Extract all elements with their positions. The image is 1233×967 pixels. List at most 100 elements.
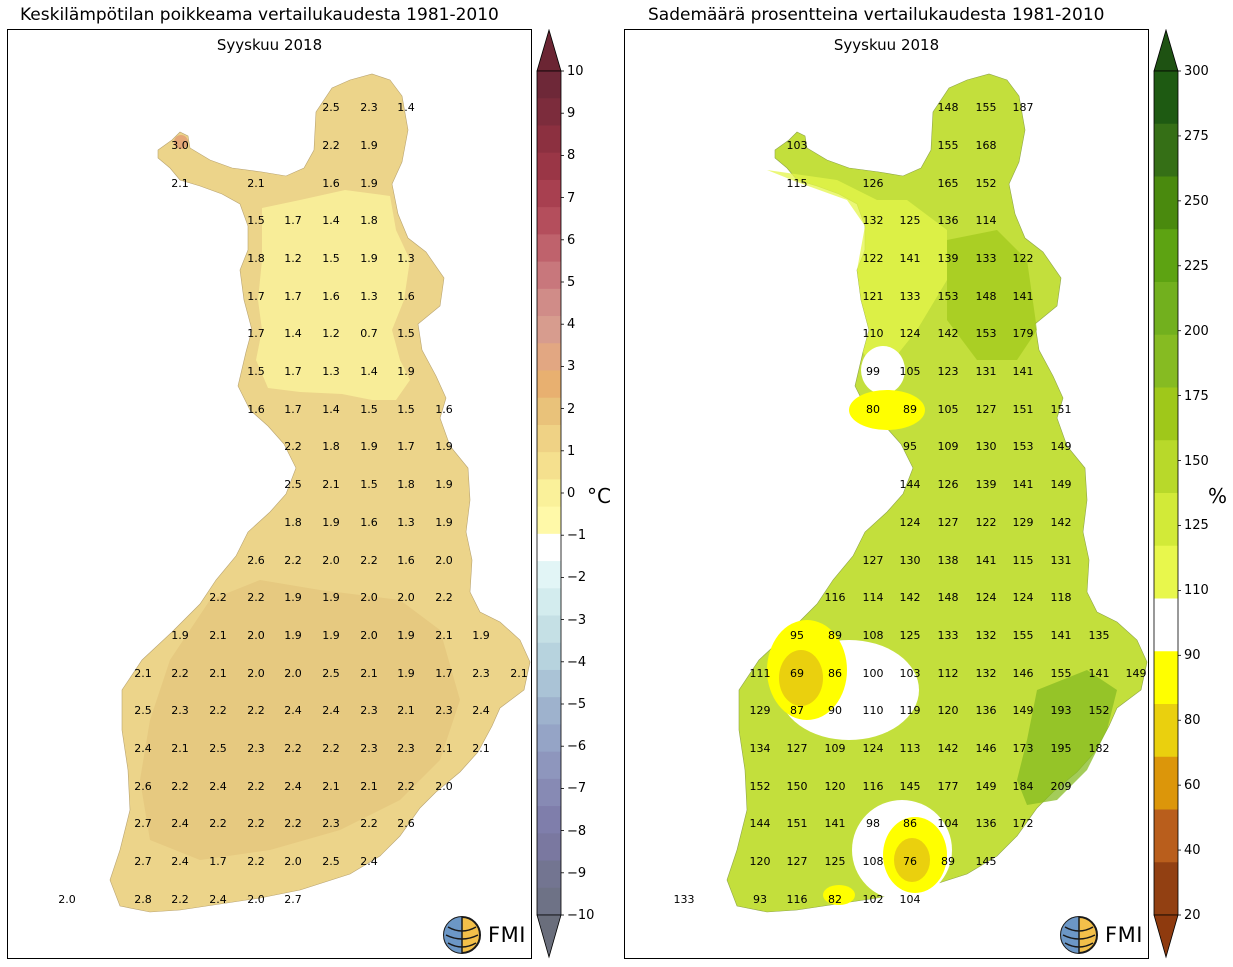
left-colorbar-tick-label: 2: [567, 401, 576, 417]
left-colorbar-segment: [537, 479, 561, 508]
left-station-value: 1.5: [397, 403, 415, 416]
left-station-value: 1.7: [247, 327, 265, 340]
left-colorbar-segment: [537, 887, 561, 916]
left-station-value: 1.8: [284, 516, 302, 529]
right-station-value: 108: [863, 855, 884, 868]
left-station-value: 1.9: [322, 591, 340, 604]
left-station-value: 2.5: [284, 478, 302, 491]
right-colorbar-tick-label: 200: [1184, 323, 1209, 339]
right-station-value: 139: [938, 252, 959, 265]
right-colorbar-tick-label: 225: [1184, 258, 1209, 274]
left-station-value: 1.7: [284, 214, 302, 227]
right-station-value: 133: [900, 290, 921, 303]
left-station-value: 1.9: [397, 365, 415, 378]
left-colorbar-segment: [537, 833, 561, 862]
right-station-value: 132: [976, 667, 997, 680]
warm-spot-north: [174, 135, 188, 149]
fmi-logo-text: FMI: [488, 923, 526, 947]
left-colorbar-min-arrow: [536, 914, 562, 959]
left-colorbar-segment: [537, 370, 561, 399]
left-station-value: 1.6: [435, 403, 453, 416]
left-station-value: 2.1: [209, 667, 227, 680]
right-station-value: 108: [863, 629, 884, 642]
left-station-value: 1.3: [397, 516, 415, 529]
right-station-value: 86: [828, 667, 842, 680]
left-station-value: 1.7: [247, 290, 265, 303]
left-colorbar-segment: [537, 234, 561, 263]
right-station-value: 146: [976, 742, 997, 755]
right-station-value: 105: [938, 403, 959, 416]
right-station-value: 103: [900, 667, 921, 680]
left-station-value: 2.3: [397, 742, 415, 755]
right-station-value: 95: [903, 440, 917, 453]
left-station-value: 1.6: [397, 554, 415, 567]
left-colorbar-segment: [537, 316, 561, 344]
right-station-value: 148: [938, 591, 959, 604]
left-colorbar-segment: [537, 71, 561, 99]
left-station-value: 2.1: [209, 629, 227, 642]
light-green-zone: [767, 170, 947, 380]
left-station-value: 2.4: [284, 704, 302, 717]
right-colorbar-max-arrow: [1153, 29, 1179, 72]
left-station-value: 2.2: [247, 780, 265, 793]
left-station-value: 1.9: [435, 478, 453, 491]
right-station-value: 182: [1089, 742, 1110, 755]
left-station-value: 2.4: [472, 704, 490, 717]
left-colorbar-segment: [537, 397, 561, 426]
left-station-value: 1.6: [247, 403, 265, 416]
left-station-value: 2.4: [360, 855, 378, 868]
left-station-value: 2.2: [397, 780, 415, 793]
left-station-value: 1.9: [171, 629, 189, 642]
left-station-value: 2.2: [171, 780, 189, 793]
right-colorbar-segment: [1154, 756, 1178, 810]
lakeland-shade-left: [140, 580, 460, 860]
right-station-value: 141: [1013, 290, 1034, 303]
right-station-value: 141: [1013, 478, 1034, 491]
dark-green-east: [1017, 670, 1117, 805]
left-station-value: 2.0: [360, 591, 378, 604]
right-fmi-logo: FMI: [1059, 915, 1143, 955]
right-station-value: 187: [1013, 101, 1034, 114]
right-station-value: 116: [787, 893, 808, 906]
right-station-value: 104: [900, 893, 921, 906]
right-colorbar-segment: [1154, 387, 1178, 441]
right-colorbar-segment: [1154, 282, 1178, 336]
right-station-value: 141: [976, 554, 997, 567]
right-station-value: 113: [900, 742, 921, 755]
right-station-value: 124: [976, 591, 997, 604]
left-colorbar-segment: [537, 98, 561, 126]
dry-core-west: [779, 650, 823, 706]
left-station-value: 2.7: [134, 855, 152, 868]
left-station-value: 2.7: [134, 817, 152, 830]
left-station-value: 1.8: [322, 440, 340, 453]
right-station-value: 114: [976, 214, 997, 227]
temperature-colorbar: [536, 29, 564, 959]
right-colorbar-tick-label: 275: [1184, 128, 1209, 144]
right-station-value: 141: [1051, 629, 1072, 642]
left-colorbar-tick-label: 6: [567, 232, 576, 248]
left-station-value: 2.0: [360, 629, 378, 642]
right-colorbar-segment: [1154, 651, 1178, 705]
left-station-value: 2.8: [134, 893, 152, 906]
left-colorbar-segment: [537, 207, 561, 235]
left-station-value: 2.2: [247, 855, 265, 868]
right-station-value: 142: [938, 327, 959, 340]
precipitation-colorbar: [1153, 29, 1181, 959]
left-colorbar-segment: [537, 724, 561, 753]
left-station-value: 1.4: [322, 403, 340, 416]
right-station-value: 110: [863, 704, 884, 717]
right-station-value: 126: [863, 177, 884, 190]
left-station-value: 2.5: [322, 101, 340, 114]
right-station-value: 149: [1126, 667, 1147, 680]
lapland-light-left: [256, 190, 410, 400]
right-station-value: 127: [787, 742, 808, 755]
left-station-value: 2.0: [284, 855, 302, 868]
right-colorbar-tick-label: 80: [1184, 713, 1201, 729]
right-station-value: 109: [825, 742, 846, 755]
left-station-value: 2.2: [435, 591, 453, 604]
left-station-value: 2.2: [247, 704, 265, 717]
left-station-value: 2.5: [322, 667, 340, 680]
right-station-value: 89: [941, 855, 955, 868]
left-station-value: 1.9: [322, 516, 340, 529]
